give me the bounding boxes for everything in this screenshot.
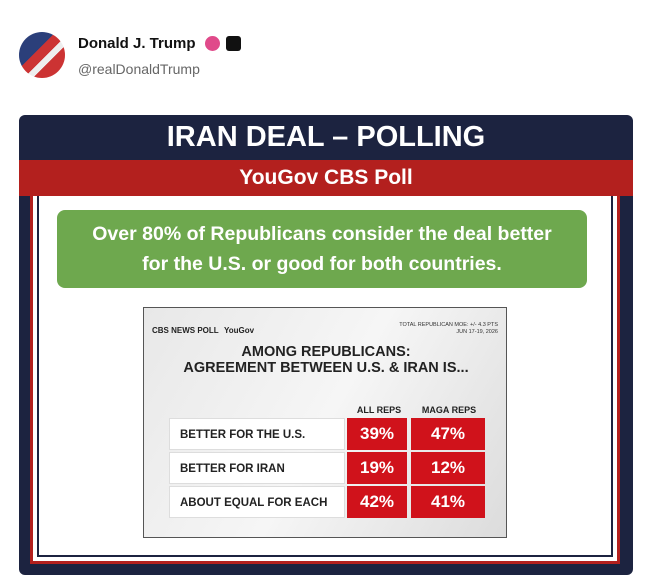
value-cell: 12% bbox=[411, 452, 485, 484]
column-header: ALL REPS bbox=[356, 405, 402, 415]
poll-graphic: CBS NEWS POLL YouGov TOTAL REPUBLICAN MO… bbox=[143, 307, 507, 538]
image-panel: Over 80% of Republicans consider the dea… bbox=[30, 196, 620, 564]
poll-heading-line: AGREEMENT BETWEEN U.S. & IRAN IS... bbox=[183, 360, 469, 376]
panel-border bbox=[37, 196, 613, 557]
callout-line: Over 80% of Republicans consider the dea… bbox=[92, 223, 552, 245]
callout: Over 80% of Republicans consider the dea… bbox=[57, 210, 587, 288]
post-image[interactable]: IRAN DEAL – POLLING YouGov CBS Poll Over… bbox=[19, 115, 633, 575]
value-cell: 19% bbox=[347, 452, 407, 484]
avatar[interactable] bbox=[19, 32, 65, 78]
image-subtitle: YouGov CBS Poll bbox=[19, 160, 633, 196]
author-name[interactable]: Donald J. Trump bbox=[78, 35, 196, 52]
column-header: MAGA REPS bbox=[421, 405, 477, 415]
platform-badge bbox=[226, 36, 241, 51]
row-label: ABOUT EQUAL FOR EACH bbox=[169, 486, 345, 518]
image-title: IRAN DEAL – POLLING bbox=[166, 121, 486, 153]
value-cell: 39% bbox=[347, 418, 407, 450]
row-label: BETTER FOR THE U.S. bbox=[169, 418, 345, 450]
value-cell: 42% bbox=[347, 486, 407, 518]
poll-date: JUN 17-19, 2026 bbox=[456, 329, 498, 335]
poll-partner: YouGov bbox=[224, 326, 255, 335]
poll-heading-line: AMONG REPUBLICANS: bbox=[241, 344, 411, 360]
value-cell: 47% bbox=[411, 418, 485, 450]
poll-moe: TOTAL REPUBLICAN MOE: +/- 4.3 PTS bbox=[399, 322, 498, 328]
poll-heading: AMONG REPUBLICANS: AGREEMENT BETWEEN U.S… bbox=[144, 344, 508, 376]
author-handle[interactable]: @realDonaldTrump bbox=[78, 61, 200, 77]
value-cell: 41% bbox=[411, 486, 485, 518]
row-label: BETTER FOR IRAN bbox=[169, 452, 345, 484]
callout-line: for the U.S. or good for both countries. bbox=[142, 253, 502, 275]
poll-brand: CBS NEWS POLL bbox=[152, 326, 219, 335]
verified-badge bbox=[205, 36, 220, 51]
